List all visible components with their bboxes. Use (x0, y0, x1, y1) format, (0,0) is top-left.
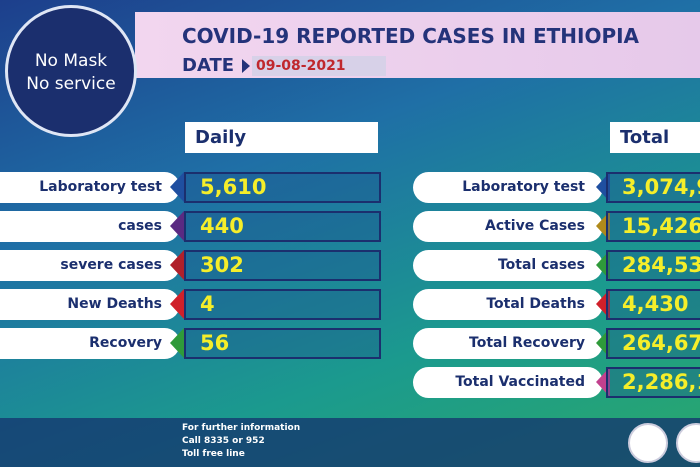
row-label: Total Vaccinated (413, 367, 603, 398)
date-label: DATE (182, 55, 235, 76)
badge: No Mask No service (5, 5, 137, 137)
header-banner (135, 12, 700, 78)
badge-line: No service (26, 74, 116, 94)
row-label: cases (0, 211, 180, 242)
date-arrow (242, 59, 250, 73)
row-value: 264,67 (606, 328, 700, 359)
row-value: 15,426 (606, 211, 700, 242)
row-label: Laboratory test (413, 172, 603, 203)
footer (0, 418, 700, 467)
logo (628, 423, 668, 463)
daily-title: Daily (185, 122, 378, 153)
row-label: Total Recovery (413, 328, 603, 359)
row-arrow (170, 172, 184, 202)
row-label: Total Deaths (413, 289, 603, 320)
row-value: 5,610 (184, 172, 381, 203)
row-label: Recovery (0, 328, 180, 359)
badge-line: No Mask (34, 51, 108, 71)
footer-line: Toll free line (182, 449, 245, 459)
total-title: Total (610, 122, 700, 153)
row-arrow (170, 211, 184, 241)
row-value: 2,286,1 (606, 367, 700, 398)
row-arrow (170, 289, 184, 319)
date: 09-08-2021 (252, 56, 386, 76)
row-label: New Deaths (0, 289, 180, 320)
row-value: 4,430 (606, 289, 700, 320)
row-value: 3,074,9 (606, 172, 700, 203)
row-value: 302 (184, 250, 381, 281)
row-arrow (170, 250, 184, 280)
footer-line: For further information (182, 423, 301, 433)
row-label: Total cases (413, 250, 603, 281)
row-value: 4 (184, 289, 381, 320)
title: COVID-19 REPORTED CASES IN ETHIOPIA (182, 24, 640, 48)
row-label: Active Cases (413, 211, 603, 242)
row-value: 284,53 (606, 250, 700, 281)
footer-line: Call 8335 or 952 (182, 436, 265, 446)
row-label: severe cases (0, 250, 180, 281)
row-label: Laboratory test (0, 172, 180, 203)
row-arrow (170, 328, 184, 358)
row-value: 440 (184, 211, 381, 242)
row-value: 56 (184, 328, 381, 359)
